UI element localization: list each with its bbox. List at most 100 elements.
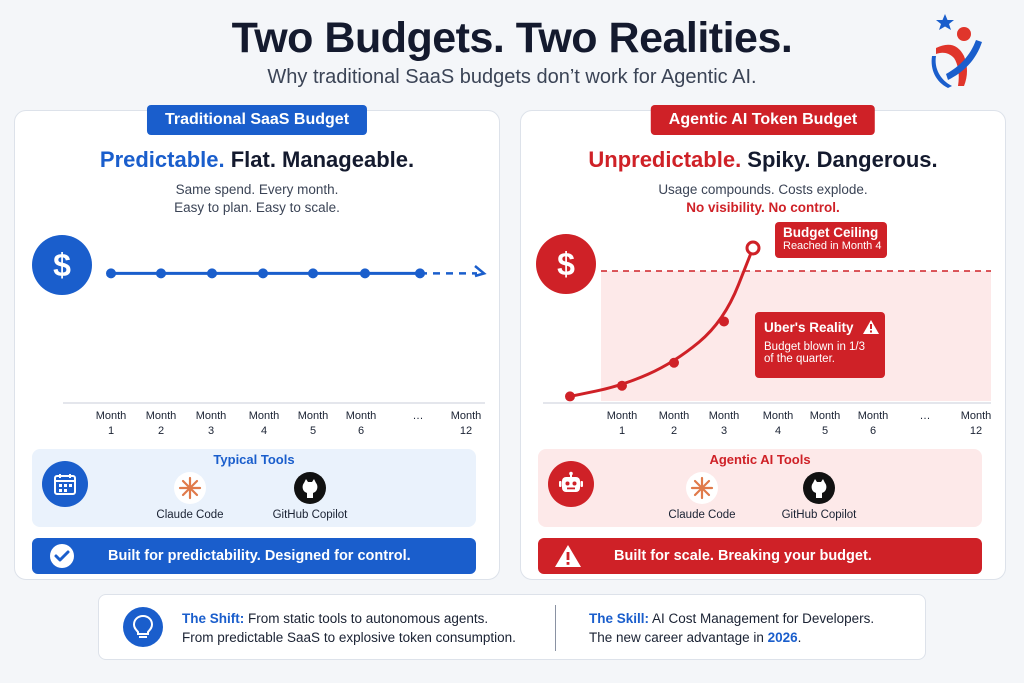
x-tick-label: 6 <box>870 425 876 437</box>
tool-github-copilot: GitHub Copilot <box>764 471 874 521</box>
saas-desc-line1: Same spend. Every month. <box>175 182 339 197</box>
x-tick-label: 3 <box>208 425 214 437</box>
x-tick-label: 2 <box>158 425 164 437</box>
saas-banner-text: Built for predictability. Designed for c… <box>108 548 411 564</box>
x-tick-label: 5 <box>310 425 316 437</box>
x-tick-label: 1 <box>619 425 625 437</box>
budget-ceiling-callout: Budget Ceiling Reached in Month 4 <box>775 222 887 258</box>
robot-icon <box>548 461 594 507</box>
agentic-tools-title: Agentic AI Tools <box>709 452 811 467</box>
x-tick-label: Month <box>346 410 377 422</box>
x-tick-label: … <box>413 410 424 422</box>
x-tick-label: 12 <box>460 425 472 437</box>
arrow-head-icon <box>474 265 487 278</box>
skill-label: The Skill: <box>589 611 650 626</box>
x-tick-label: Month <box>763 410 794 422</box>
x-tick-label: Month <box>709 410 740 422</box>
saas-description: Same spend. Every month. Easy to plan. E… <box>15 181 499 217</box>
reality-callout-sub2: of the quarter. <box>764 353 835 365</box>
reality-callout-sub1: Budget blown in 1/3 <box>764 341 866 353</box>
data-point <box>156 268 166 279</box>
warning-icon <box>863 320 880 334</box>
ai-headline: Unpredictable. Spiky. Dangerous. <box>521 147 1005 173</box>
data-point <box>360 268 370 279</box>
data-point <box>106 268 116 279</box>
skill-line2: The new career advantage in <box>589 630 768 645</box>
uber-reality-callout: Uber's Reality Budget blown in 1/3 of th… <box>755 312 885 378</box>
data-point <box>669 357 679 368</box>
saas-banner: Built for predictability. Designed for c… <box>32 538 476 574</box>
data-point <box>258 268 268 279</box>
x-tick-label: Month <box>858 410 889 422</box>
ai-desc-line1: Usage compounds. Costs explode. <box>658 182 868 197</box>
tool-claude-code: Claude Code <box>135 471 245 521</box>
x-tick-label: 2 <box>671 425 677 437</box>
page-subtitle: Why traditional SaaS budgets don’t work … <box>267 66 757 88</box>
skill-line1: AI Cost Management for Developers. <box>649 611 875 626</box>
tool-github-copilot: GitHub Copilot <box>255 471 365 521</box>
typical-tools-title: Typical Tools <box>213 452 295 467</box>
lightbulb-icon <box>123 607 163 647</box>
data-point <box>719 316 729 327</box>
x-tick-label: 4 <box>261 425 267 437</box>
skill-year: 2026 <box>767 630 798 645</box>
ai-banner-text: Built for scale. Breaking your budget. <box>614 548 872 564</box>
ai-description: Usage compounds. Costs explode. No visib… <box>521 181 1005 217</box>
reality-callout-title: Uber's Reality <box>764 320 885 335</box>
x-tick-label: 1 <box>108 425 114 437</box>
github-icon <box>764 471 874 505</box>
tool-claude-code: Claude Code <box>647 471 757 521</box>
typical-tools-box: Typical Tools Claude Code GitHub Copilot <box>32 449 476 527</box>
calendar-icon <box>42 461 88 507</box>
shift-line1: From static tools to autonomous agents. <box>244 611 489 626</box>
shift-label: The Shift: <box>182 611 245 626</box>
x-tick-label: Month <box>298 410 329 422</box>
dollar-symbol: $ <box>557 246 575 282</box>
footer-divider <box>555 605 556 651</box>
ai-spend-chart: $ Month 1 Month 2 Month 3 Month 4 Month 5 Month 6 … Mo… <box>536 234 992 437</box>
x-tick-label: Month <box>196 410 227 422</box>
ai-budget-panel: Agentic AI Token Budget Unpredictable. S… <box>520 105 1006 580</box>
shift-text: The Shift: From static tools to autonomo… <box>182 609 516 647</box>
skill-text: The Skill: AI Cost Management for Develo… <box>589 611 875 645</box>
ai-banner: Built for scale. Breaking your budget. <box>538 538 982 574</box>
dollar-icon <box>32 235 92 295</box>
x-tick-label: 3 <box>721 425 727 437</box>
shift-line2: From predictable SaaS to explosive token… <box>182 630 516 645</box>
x-tick-label: Month <box>961 410 992 422</box>
budget-ceiling-point <box>745 240 761 256</box>
x-tick-label: Month <box>146 410 177 422</box>
claude-icon <box>647 471 757 505</box>
saas-desc-line2: Easy to plan. Easy to scale. <box>174 200 340 215</box>
github-icon <box>255 471 365 505</box>
ai-headline-accent: Unpredictable. <box>588 147 742 172</box>
x-tick-label: … <box>920 410 931 422</box>
saas-headline-accent: Predictable. <box>99 147 225 172</box>
data-point <box>308 268 318 279</box>
page-title: Two Budgets. Two Realities. <box>231 14 793 62</box>
x-tick-label: 12 <box>970 425 982 437</box>
saas-headline-rest: Flat. Manageable. <box>224 147 415 172</box>
warning-icon <box>548 544 588 568</box>
x-tick-label: Month <box>810 410 841 422</box>
ai-budget-heading: Agentic AI Token Budget <box>650 105 876 135</box>
x-tick-label: Month <box>659 410 690 422</box>
data-point <box>207 268 217 279</box>
x-tick-label: Month <box>96 410 127 422</box>
tool-label: Claude Code <box>668 509 736 521</box>
tool-label: GitHub Copilot <box>272 509 348 521</box>
saas-headline: Predictable. Flat. Manageable. <box>15 147 499 173</box>
saas-budget-panel: Traditional SaaS Budget Predictable. Fla… <box>14 105 500 580</box>
x-tick-label: 4 <box>775 425 781 437</box>
data-point <box>617 380 627 391</box>
person-star-logo <box>931 14 982 88</box>
saas-spend-chart: $ Month 1 Month 2 Month 3 Month 4 Month 5 Month 6 … Mo… <box>32 235 487 437</box>
ceiling-callout-title: Budget Ceiling <box>783 225 879 240</box>
ai-headline-rest: Spiky. Dangerous. <box>741 147 938 172</box>
x-tick-label: Month <box>451 410 482 422</box>
x-tick-label: Month <box>607 410 638 422</box>
data-point <box>565 391 575 402</box>
footer-summary: The Shift: From static tools to autonomo… <box>98 594 926 660</box>
saas-budget-heading: Traditional SaaS Budget <box>146 105 368 135</box>
data-point <box>415 268 425 279</box>
